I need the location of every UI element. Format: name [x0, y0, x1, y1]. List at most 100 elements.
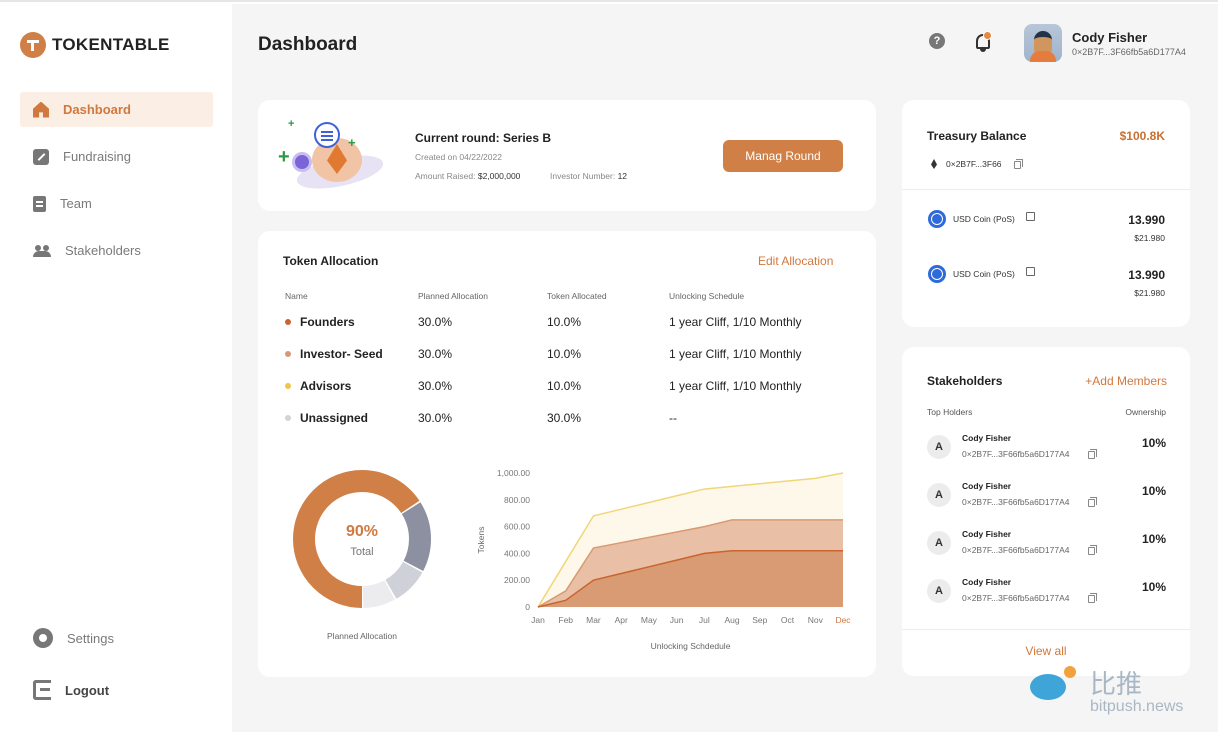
holder-name: Cody Fisher [962, 529, 1012, 539]
logout-button[interactable]: Logout [33, 680, 109, 700]
treasury-card: Treasury Balance $100.8K 0×2B7F...3F66 U… [902, 100, 1190, 327]
x-tick-label: May [641, 615, 658, 625]
holder-ownership: 10% [1141, 580, 1166, 594]
copy-icon[interactable] [1088, 545, 1097, 555]
sidebar-item-team[interactable]: Team [20, 186, 213, 221]
external-link-icon[interactable] [1026, 212, 1035, 221]
x-tick-label: Feb [558, 615, 573, 625]
x-tick-label: Jun [670, 615, 684, 625]
column-header-schedule: Unlocking Schedule [669, 291, 745, 301]
copy-icon[interactable] [1088, 449, 1097, 459]
series-line [537, 549, 843, 608]
y-tick-label: 800.00 [504, 495, 530, 505]
allocation-token-allocated: 10.0% [547, 315, 582, 329]
sidebar-item-stakeholders[interactable]: Stakeholders [20, 233, 213, 268]
allocation-schedule: -- [669, 411, 677, 425]
user-name: Cody Fisher [1072, 30, 1148, 45]
allocation-token-allocated: 30.0% [547, 411, 582, 425]
donut-percent: 90% [345, 523, 379, 540]
brand-name: TOKENTABLE [52, 35, 170, 54]
sidebar-item-dashboard[interactable]: Dashboard [20, 92, 213, 127]
allocation-row: Advisors 30.0% 10.0% 1 year Cliff, 1/10 Mon… [258, 377, 876, 397]
external-link-icon[interactable] [1026, 267, 1035, 276]
holder-address: 0×2B7F...3F66fb5a6D177A4 [962, 497, 1070, 507]
x-tick-label: Dec [835, 615, 851, 625]
x-tick-label: Oct [781, 615, 795, 625]
copy-icon[interactable] [1088, 593, 1097, 603]
holder-avatar: A [927, 579, 951, 603]
investor-number-label: Investor Number: [550, 171, 616, 181]
allocation-name: Founders [300, 315, 355, 329]
holder-ownership: 10% [1141, 484, 1166, 498]
plus-sparkle-icon: + [278, 146, 290, 168]
column-header-allocated: Token Allocated [547, 291, 607, 301]
view-all-link[interactable]: View all [1025, 644, 1067, 658]
help-icon[interactable]: ? [929, 33, 945, 49]
amount-raised: Amount Raised: $2,000,000 [415, 171, 520, 181]
allocation-name: Advisors [300, 379, 352, 393]
document-icon [33, 195, 46, 212]
allocation-planned: 30.0% [418, 347, 453, 361]
donut-segment [293, 470, 431, 608]
gear-icon [33, 628, 53, 648]
people-icon [33, 244, 51, 257]
legend-dot [285, 319, 291, 325]
holder-row[interactable]: A Cody Fisher 0×2B7F...3F66fb5a6D177A4 10% [902, 527, 1190, 567]
coin-name: USD Coin (PoS) [953, 214, 1015, 224]
coin-amount: 13.990 [1128, 268, 1165, 282]
treasury-title: Treasury Balance [927, 129, 1027, 143]
coin-row: USD Coin (PoS) 13.990 $21.980 [902, 206, 1190, 246]
unlocking-schedule-chart: 0 200.00 400.00 600.00 800.00 1,000.00 Jan Feb M… [476, 468, 851, 651]
copy-icon[interactable] [1014, 159, 1023, 169]
brand-logo[interactable]: TOKENTABLE [20, 32, 170, 58]
sidebar-item-label: Team [60, 196, 92, 211]
x-tick-label: Nov [808, 615, 824, 625]
amount-raised-label: Amount Raised: [415, 171, 476, 181]
holder-row[interactable]: A Cody Fisher 0×2B7F...3F66fb5a6D177A4 10% [902, 479, 1190, 519]
manage-round-button[interactable]: Manag Round [723, 140, 843, 172]
x-tick-label: Jan [531, 615, 545, 625]
sidebar: TOKENTABLE Dashboard Fundraising Team St… [0, 4, 232, 732]
tokentable-logo-icon [20, 32, 46, 58]
allocation-name: Unassigned [300, 411, 369, 425]
user-address: 0×2B7F...3F66fb5a6D177A4 [1072, 47, 1186, 57]
coin-name: USD Coin (PoS) [953, 269, 1015, 279]
divider [902, 629, 1190, 630]
watermark-en: bitpush.news [1090, 698, 1184, 715]
add-members-button[interactable]: +Add Members [1085, 374, 1167, 388]
allocation-name: Investor- Seed [300, 347, 383, 361]
column-header-planned: Planned Allocation [418, 291, 488, 301]
edit-allocation-link[interactable]: Edit Allocation [758, 254, 834, 268]
usd-coin-icon [928, 265, 946, 283]
home-icon [33, 101, 49, 118]
coin-amount: 13.990 [1128, 213, 1165, 227]
holder-avatar: A [927, 483, 951, 507]
copy-icon[interactable] [1088, 497, 1097, 507]
round-created-date: Created on 04/22/2022 [415, 152, 502, 162]
sidebar-item-settings[interactable]: Settings [33, 628, 114, 648]
holder-row[interactable]: A Cody Fisher 0×2B7F...3F66fb5a6D177A4 10% [902, 575, 1190, 615]
user-avatar[interactable] [1024, 24, 1062, 62]
sidebar-item-label: Dashboard [63, 102, 131, 117]
y-tick-label: 200.00 [504, 575, 530, 585]
allocation-schedule: 1 year Cliff, 1/10 Monthly [669, 379, 802, 393]
legend-dot [285, 383, 291, 389]
holder-address: 0×2B7F...3F66fb5a6D177A4 [962, 449, 1070, 459]
divider [902, 189, 1190, 190]
coin-row: USD Coin (PoS) 13.990 $21.980 [902, 261, 1190, 301]
y-tick-label: 600.00 [504, 522, 530, 532]
solana-icon [314, 122, 340, 148]
holder-row[interactable]: A Cody Fisher 0×2B7F...3F66fb5a6D177A4 10% [902, 431, 1190, 471]
planned-allocation-donut [293, 470, 431, 608]
y-tick-label: 1,000.00 [497, 468, 530, 478]
x-axis-label: Unlocking Schdedule [651, 641, 731, 651]
coin-usd-value: $21.980 [1134, 288, 1165, 298]
donut-caption: Planned Allocation [327, 631, 397, 641]
investor-number: Investor Number: 12 [550, 171, 627, 181]
series-area [538, 550, 843, 607]
logout-label: Logout [65, 682, 110, 698]
holder-avatar: A [927, 435, 951, 459]
sidebar-item-fundraising[interactable]: Fundraising [20, 139, 213, 174]
series-line [537, 472, 844, 608]
edit-icon [33, 148, 49, 165]
